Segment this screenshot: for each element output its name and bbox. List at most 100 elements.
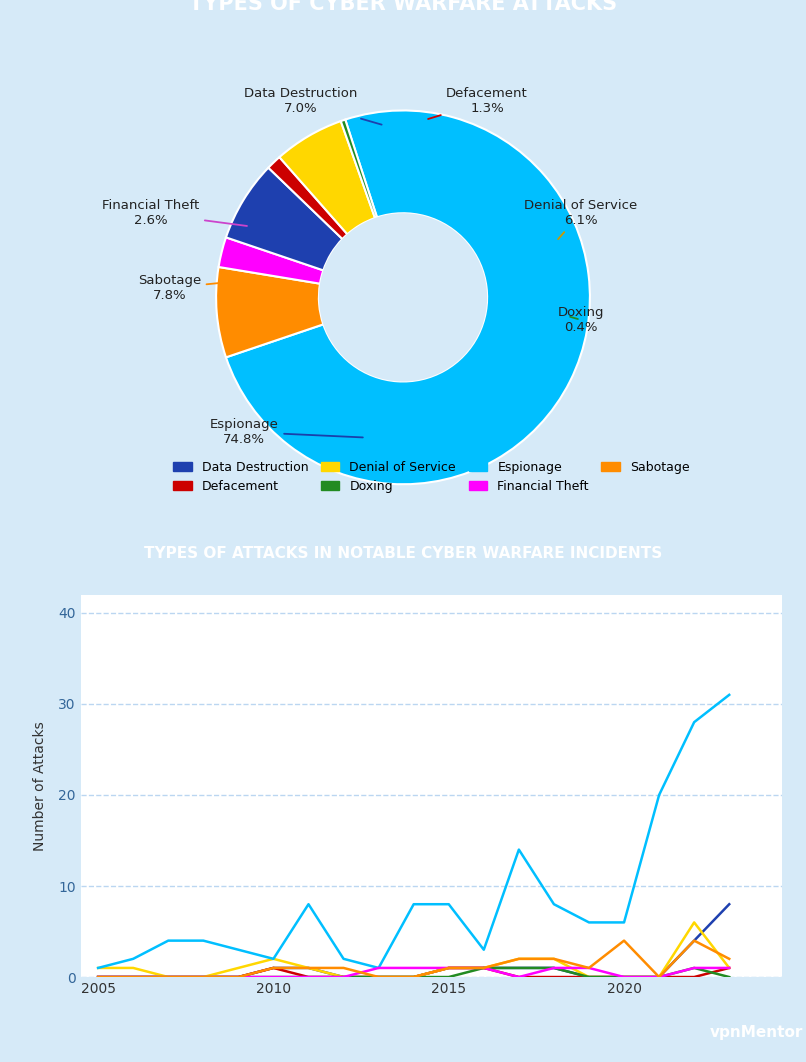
Defacement bbox=[584, 971, 594, 983]
Denial of Service bbox=[654, 971, 664, 983]
Espionage bbox=[374, 961, 384, 974]
Defacement bbox=[128, 971, 138, 983]
Espionage bbox=[549, 897, 559, 910]
Financial Theft bbox=[304, 971, 314, 983]
Espionage bbox=[689, 716, 699, 729]
Text: vpnMentor: vpnMentor bbox=[709, 1025, 803, 1041]
Line: Espionage: Espionage bbox=[98, 695, 729, 967]
Denial of Service bbox=[549, 953, 559, 965]
Doxing bbox=[268, 971, 278, 983]
Doxing bbox=[479, 961, 488, 974]
Defacement bbox=[725, 961, 734, 974]
Data Destruction bbox=[164, 971, 173, 983]
Defacement bbox=[514, 971, 524, 983]
Denial of Service bbox=[584, 971, 594, 983]
Text: Financial Theft
2.6%: Financial Theft 2.6% bbox=[102, 200, 247, 227]
Wedge shape bbox=[341, 120, 377, 218]
Defacement bbox=[164, 971, 173, 983]
Defacement bbox=[619, 971, 629, 983]
Espionage bbox=[304, 897, 314, 910]
Data Destruction bbox=[304, 961, 314, 974]
Doxing bbox=[339, 971, 348, 983]
Espionage bbox=[725, 688, 734, 701]
Doxing bbox=[304, 971, 314, 983]
Line: Doxing: Doxing bbox=[98, 967, 729, 977]
Wedge shape bbox=[268, 157, 347, 239]
Legend: Data Destruction, Defacement, Denial of Service, Doxing, Espionage, Financial Th: Data Destruction, Defacement, Denial of … bbox=[168, 456, 695, 498]
Doxing bbox=[514, 961, 524, 974]
Data Destruction bbox=[514, 961, 524, 974]
Financial Theft bbox=[164, 971, 173, 983]
Data Destruction bbox=[268, 961, 278, 974]
Text: Sabotage
7.8%: Sabotage 7.8% bbox=[138, 274, 260, 302]
Doxing bbox=[444, 971, 454, 983]
Defacement bbox=[268, 961, 278, 974]
Doxing bbox=[198, 971, 208, 983]
Data Destruction bbox=[198, 971, 208, 983]
Espionage bbox=[409, 897, 418, 910]
Data Destruction bbox=[689, 935, 699, 947]
Espionage bbox=[164, 935, 173, 947]
Sabotage bbox=[304, 961, 314, 974]
Data Destruction bbox=[409, 971, 418, 983]
Financial Theft bbox=[198, 971, 208, 983]
Financial Theft bbox=[409, 961, 418, 974]
Espionage bbox=[128, 953, 138, 965]
Espionage bbox=[268, 953, 278, 965]
Doxing bbox=[619, 971, 629, 983]
Y-axis label: Number of Attacks: Number of Attacks bbox=[33, 721, 47, 851]
Line: Sabotage: Sabotage bbox=[98, 941, 729, 977]
Denial of Service bbox=[93, 961, 103, 974]
Sabotage bbox=[619, 935, 629, 947]
Espionage bbox=[584, 917, 594, 929]
Data Destruction bbox=[444, 961, 454, 974]
Sabotage bbox=[128, 971, 138, 983]
Defacement bbox=[689, 971, 699, 983]
Data Destruction bbox=[374, 971, 384, 983]
Denial of Service bbox=[374, 971, 384, 983]
Sabotage bbox=[689, 935, 699, 947]
Defacement bbox=[479, 961, 488, 974]
Doxing bbox=[725, 971, 734, 983]
Denial of Service bbox=[304, 961, 314, 974]
Data Destruction bbox=[549, 961, 559, 974]
Data Destruction bbox=[128, 971, 138, 983]
Espionage bbox=[339, 953, 348, 965]
Defacement bbox=[304, 971, 314, 983]
Sabotage bbox=[654, 971, 664, 983]
Sabotage bbox=[374, 971, 384, 983]
Line: Defacement: Defacement bbox=[98, 967, 729, 977]
Doxing bbox=[689, 961, 699, 974]
Financial Theft bbox=[619, 971, 629, 983]
Defacement bbox=[234, 971, 243, 983]
Financial Theft bbox=[479, 961, 488, 974]
Espionage bbox=[93, 961, 103, 974]
Doxing bbox=[549, 961, 559, 974]
Espionage bbox=[444, 897, 454, 910]
Financial Theft bbox=[128, 971, 138, 983]
Denial of Service bbox=[725, 961, 734, 974]
Denial of Service bbox=[619, 971, 629, 983]
Espionage bbox=[514, 843, 524, 856]
Text: Espionage
74.8%: Espionage 74.8% bbox=[210, 418, 363, 446]
Espionage bbox=[234, 943, 243, 956]
Denial of Service bbox=[409, 971, 418, 983]
Doxing bbox=[409, 971, 418, 983]
Circle shape bbox=[319, 213, 487, 381]
Financial Theft bbox=[444, 961, 454, 974]
Text: TYPES OF CYBER WARFARE ATTACKS: TYPES OF CYBER WARFARE ATTACKS bbox=[189, 0, 617, 14]
Financial Theft bbox=[514, 971, 524, 983]
Financial Theft bbox=[584, 961, 594, 974]
Doxing bbox=[654, 971, 664, 983]
Denial of Service bbox=[339, 971, 348, 983]
Sabotage bbox=[409, 971, 418, 983]
Defacement bbox=[93, 971, 103, 983]
Data Destruction bbox=[619, 971, 629, 983]
Defacement bbox=[654, 971, 664, 983]
Financial Theft bbox=[725, 961, 734, 974]
Text: TYPES OF ATTACKS IN NOTABLE CYBER WARFARE INCIDENTS: TYPES OF ATTACKS IN NOTABLE CYBER WARFAR… bbox=[144, 546, 662, 561]
Financial Theft bbox=[689, 961, 699, 974]
Wedge shape bbox=[218, 238, 323, 284]
Sabotage bbox=[479, 961, 488, 974]
Financial Theft bbox=[654, 971, 664, 983]
